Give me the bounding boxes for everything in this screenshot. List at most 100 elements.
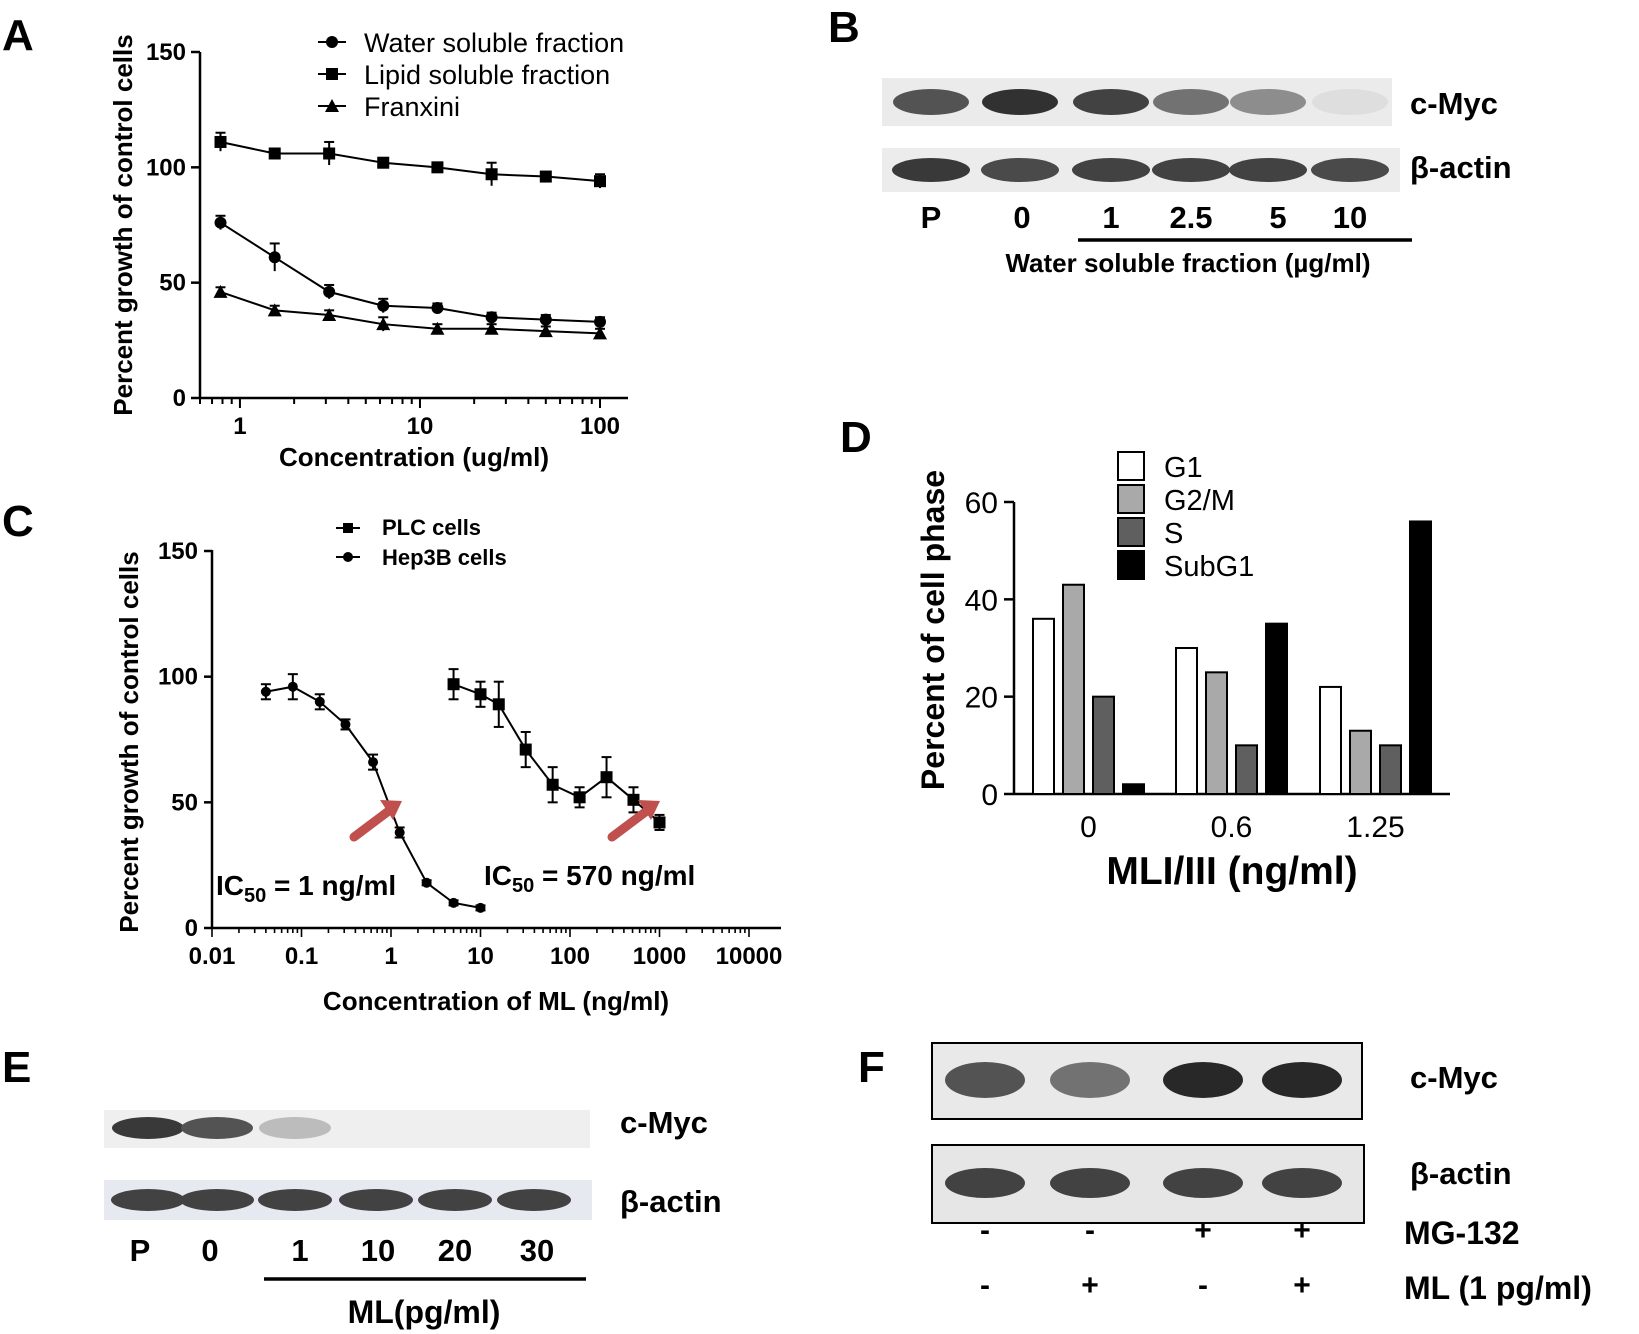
f-row-label: ML (1 pg/ml) [1404,1270,1592,1306]
e-actin-band [497,1189,571,1211]
a-point [539,170,552,183]
b-cmyc-band [1230,89,1306,115]
a-point [214,216,227,229]
a-x-tick-label: 1 [233,413,246,440]
a-y-label: Percent growth of control cells [108,34,138,415]
d-bar-g1 [1175,647,1198,795]
a-y-tick-label: 50 [159,270,186,297]
c-x-tick-label: 10 [467,943,494,970]
c-point [653,816,666,829]
c-point [474,688,487,701]
c-point [260,686,271,697]
a-y-tick-label: 0 [173,385,186,412]
e-cmyc-label: c-Myc [620,1105,708,1140]
d-bar-g2m [1205,671,1228,795]
a-point [594,315,606,328]
b-lane-label: 1 [1102,200,1119,235]
d-bar-s [1092,695,1115,796]
b-cmyc-band [1153,89,1229,115]
c-arrowhead-hep3b [380,800,402,820]
c-point [447,678,460,691]
a-y-tick-label: 100 [146,154,186,181]
b-x-label: Water soluble fraction (µg/ml) [1005,248,1370,278]
c-point [340,719,351,730]
b-cmyc-band [893,89,969,115]
f-sign: + [1293,1214,1311,1247]
f-cmyc-band [1050,1062,1130,1098]
d-legend-label: SubG1 [1164,551,1254,583]
d-y-label: Percent of cell phase [915,470,951,790]
panel-label-f: F [858,1043,885,1092]
d-bar-subg1 [1122,783,1145,795]
f-cmyc-band [1262,1062,1342,1098]
a-point [267,303,282,317]
e-x-label: ML(pg/ml) [348,1294,501,1330]
c-legend-plc: PLC cells [382,515,481,540]
b-lane-label: 0 [1013,200,1030,235]
c-legend: PLC cells Hep3B cells [336,515,507,570]
a-point [376,317,391,331]
c-ic50-arrows [349,800,660,842]
b-lane-label: 10 [1333,200,1367,235]
b-actin-band [1072,158,1150,182]
a-point [322,307,337,321]
f-actin-label: β-actin [1410,1156,1512,1191]
a-point [268,251,281,264]
b-lane-label: 5 [1269,200,1286,235]
f-cmyc-band [945,1062,1025,1098]
b-cmyc-label: c-Myc [1410,86,1498,121]
e-actin-band [258,1189,332,1211]
a-legend-circle-marker [326,36,338,48]
d-y-tick-label: 40 [965,584,998,617]
f-sign: + [1081,1269,1099,1302]
b-actin-band [892,158,970,182]
f-actin-band [1163,1168,1243,1198]
b-cmyc-band [1312,89,1388,115]
panel-label-b: B [828,3,860,52]
c-y-label: Percent growth of control cells [114,551,144,932]
d-legend-swatch [1117,484,1145,514]
a-legend-lipid: Lipid soluble fraction [364,60,610,90]
c-x-tick-label: 0.1 [285,943,318,970]
c-ic50-plc: IC50 = 570 ng/ml [484,860,695,897]
a-point [430,321,445,335]
c-ic50-hep3b: IC50 = 1 ng/ml [216,870,396,907]
panel-label-d: D [840,413,872,462]
e-actin-band [111,1189,185,1211]
a-point [539,313,552,326]
b-cmyc-band [982,89,1058,115]
b-actin-band [981,158,1059,182]
f-cmyc-label: c-Myc [1410,1060,1498,1095]
d-bar-subg1 [1265,622,1288,796]
c-point [421,877,432,888]
panel-c-chart: Percent growth of control cells Concentr… [114,515,782,1016]
a-point [485,168,498,181]
a-point [214,135,227,148]
c-point [627,793,640,806]
c-y-tick-label: 0 [185,915,198,942]
a-point [431,302,444,315]
a-point [538,324,553,338]
a-x-tick-label: 100 [580,413,620,440]
d-legend-label: G1 [1164,452,1203,484]
a-point [431,161,444,174]
a-point [323,147,336,160]
f-sign: + [1194,1214,1212,1247]
b-lane-label: 2.5 [1169,200,1212,235]
d-legend-label: G2/M [1164,485,1235,517]
f-actin-band [1262,1168,1342,1198]
a-point [593,326,607,340]
a-point [377,156,390,169]
panel-b-blot: c-Myc β-actin P 0 1 2.5 5 10 Water soluble fr… [882,78,1512,278]
panel-f-blot: c-Myc β-actin - - + + MG-132 - + - + ML (1 pg/ml) [931,1042,1592,1306]
c-point [394,827,405,838]
a-series-line [220,290,601,335]
d-bar-s [1379,744,1402,795]
c-x-tick-label: 100 [550,943,590,970]
a-point [377,299,390,312]
d-bar-g1 [1319,685,1342,796]
a-point [485,311,498,324]
a-y-tick-label: 150 [146,39,186,66]
